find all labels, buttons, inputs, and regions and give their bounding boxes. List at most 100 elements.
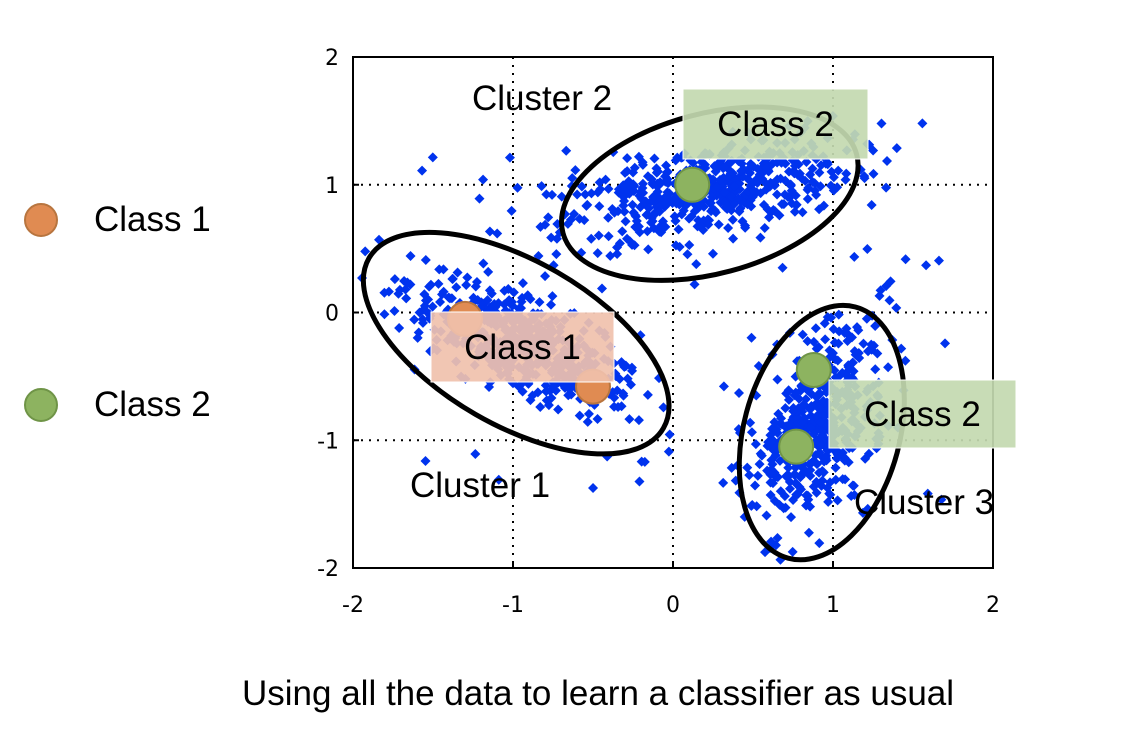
- scatter-point: [705, 197, 716, 208]
- scatter-point: [389, 274, 400, 285]
- scatter-point: [708, 174, 719, 185]
- scatter-point: [618, 390, 629, 401]
- scatter-point: [619, 196, 630, 207]
- label-box-text: Class 2: [717, 105, 834, 144]
- scatter-point: [553, 404, 564, 415]
- scatter-point: [862, 243, 873, 254]
- label-box-text: Class 1: [464, 328, 581, 367]
- scatter-point: [536, 181, 547, 192]
- scatter-point: [660, 198, 671, 209]
- scatter-point: [583, 408, 594, 419]
- scatter-point: [663, 177, 674, 188]
- scatter-point: [546, 232, 557, 243]
- scatter-point: [780, 403, 791, 414]
- scatter-point: [866, 199, 877, 210]
- scatter-point: [478, 174, 489, 185]
- y-tick-label: -1: [317, 429, 339, 454]
- legend-label: Class 1: [94, 200, 211, 239]
- scatter-point: [499, 285, 510, 296]
- scatter-point: [866, 339, 877, 350]
- scatter-point: [646, 217, 657, 228]
- scatter-point: [670, 240, 681, 251]
- scatter-point: [570, 165, 581, 176]
- scatter-point: [643, 244, 654, 255]
- scatter-point: [745, 158, 756, 169]
- scatter-point: [819, 318, 830, 329]
- scatter-point: [778, 199, 789, 210]
- scatter-point: [831, 453, 842, 464]
- scatter-point: [779, 491, 790, 502]
- scatter-point: [811, 343, 822, 354]
- scatter-point: [605, 250, 616, 261]
- scatter-point: [782, 469, 793, 480]
- scatter-point: [725, 157, 736, 168]
- scatter-point: [789, 470, 800, 481]
- scatter-point: [389, 305, 400, 316]
- y-tick-label: 1: [325, 174, 339, 199]
- scatter-point: [763, 440, 774, 451]
- scatter-point: [504, 295, 515, 306]
- axis-ticks: -2 -1 0 1 2 -2 -1 0 1 2: [317, 46, 1000, 618]
- x-tick-label: -2: [342, 593, 364, 618]
- scatter-point: [670, 215, 681, 226]
- scatter-point: [603, 231, 614, 242]
- y-tick-label: -2: [317, 557, 339, 582]
- scatter-point: [769, 417, 780, 428]
- caption: Using all the data to learn a classifier…: [242, 674, 955, 713]
- scatter-point: [634, 476, 645, 487]
- scatter-point: [545, 299, 556, 310]
- green-circle-icon: [24, 388, 58, 422]
- scatter-point: [829, 337, 840, 348]
- scatter-point: [614, 238, 625, 249]
- scatter-point: [613, 401, 624, 412]
- scatter-point: [784, 419, 795, 430]
- scatter-point: [399, 276, 410, 287]
- scatter-point: [754, 459, 765, 470]
- scatter-point: [470, 281, 481, 292]
- scatter-point: [840, 174, 851, 185]
- scatter-point: [659, 222, 670, 233]
- scatter-point: [562, 218, 573, 229]
- scatter-point: [801, 157, 812, 168]
- scatter-point: [588, 482, 599, 493]
- scatter-point: [709, 161, 720, 172]
- scatter-point: [504, 152, 515, 163]
- scatter-point: [917, 118, 928, 129]
- scatter-point: [736, 166, 747, 177]
- scatter-point: [771, 424, 782, 435]
- scatter-point: [547, 189, 558, 200]
- scatter-point: [746, 332, 757, 343]
- scatter-point: [808, 428, 819, 439]
- scatter-point: [438, 286, 449, 297]
- scatter-point: [419, 300, 430, 311]
- scatter-point: [409, 314, 420, 325]
- scatter-point: [820, 334, 831, 345]
- scatter-point: [766, 455, 777, 466]
- scatter-point: [726, 462, 737, 473]
- scatter-point: [551, 249, 562, 260]
- scatter-point: [379, 309, 390, 320]
- scatter-point: [652, 186, 663, 197]
- scatter-point: [582, 199, 593, 210]
- scatter-point: [921, 260, 932, 271]
- scatter-point: [619, 206, 630, 217]
- scatter-point: [639, 456, 650, 467]
- scatter-point: [833, 165, 844, 176]
- scatter-point: [567, 173, 578, 184]
- scatter-point: [797, 207, 808, 218]
- scatter-point: [718, 477, 729, 488]
- scatter-point: [540, 271, 551, 282]
- scatter-point: [651, 167, 662, 178]
- scatter-point: [703, 219, 714, 230]
- scatter-point: [594, 201, 605, 212]
- labeled-point-class-2: [795, 351, 832, 388]
- scatter-point: [603, 212, 614, 223]
- class-label-box: Class 2: [828, 379, 1017, 449]
- scatter-point: [718, 381, 729, 392]
- scatter-point: [767, 478, 778, 489]
- scatter-point: [462, 272, 473, 283]
- scatter-point: [803, 527, 814, 538]
- scatter-point: [492, 228, 503, 239]
- scatter-point: [689, 279, 700, 290]
- scatter-point: [673, 224, 684, 235]
